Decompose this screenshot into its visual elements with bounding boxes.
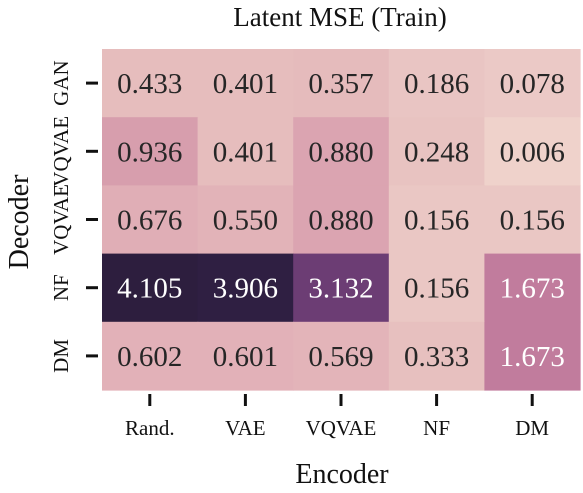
cell-value-label: 0.550 <box>213 205 278 237</box>
x-tick-label: DM <box>515 416 549 440</box>
x-tick-label: VAE <box>225 416 265 440</box>
heatmap-cell <box>388 185 485 255</box>
cell-value-label: 3.132 <box>308 273 373 305</box>
heatmap-cell <box>197 185 294 255</box>
heatmap-cell <box>102 253 199 323</box>
cell-value-label: 0.156 <box>404 273 469 305</box>
cell-value-label: 0.880 <box>308 136 373 168</box>
heatmap-cells: 0.433 0.401 0.357 0.186 0.078 0.936 0.401 0.880… <box>102 49 581 391</box>
cell-value-label: 0.880 <box>308 205 373 237</box>
y-tick-label: VQVAE <box>49 184 73 255</box>
cell-value-label: 0.676 <box>117 205 182 237</box>
cell-value-label: 0.433 <box>117 68 182 100</box>
cell-value-label: 0.078 <box>500 68 565 100</box>
heatmap-cell <box>484 49 581 118</box>
heatmap-cell <box>388 49 485 118</box>
chart-title: Latent MSE (Train) <box>233 2 446 32</box>
cell-value-label: 0.401 <box>213 68 278 100</box>
heatmap-cell <box>197 253 294 323</box>
cell-value-label: 0.601 <box>213 341 278 373</box>
y-tick-label: GAN <box>49 60 73 106</box>
x-tick-label: NF <box>423 416 450 440</box>
heatmap-cell <box>484 321 581 391</box>
cell-value-label: 0.156 <box>404 205 469 237</box>
y-axis-title: Decoder <box>4 174 35 270</box>
cell-value-label: 1.673 <box>500 273 565 305</box>
cell-value-label: 3.906 <box>213 273 278 305</box>
y-tick-label: VQVAE <box>49 116 73 187</box>
heatmap-cell <box>102 49 199 118</box>
cell-value-label: 0.401 <box>213 136 278 168</box>
heatmap-cell <box>197 49 294 118</box>
cell-value-label: 0.602 <box>117 341 182 373</box>
cell-value-label: 0.156 <box>500 205 565 237</box>
heatmap-cell <box>293 117 390 186</box>
heatmap-cell <box>388 253 485 323</box>
heatmap-cell <box>102 185 199 255</box>
x-axis-title: Encoder <box>295 459 389 490</box>
cell-value-label: 0.357 <box>308 68 373 100</box>
cell-value-label: 0.936 <box>117 136 182 168</box>
cell-value-label: 0.333 <box>404 341 469 373</box>
cell-value-label: 0.186 <box>404 68 469 100</box>
y-tick-label: DM <box>49 339 73 373</box>
heatmap-cell <box>102 321 199 391</box>
x-tick-label: Rand. <box>125 416 175 440</box>
heatmap-cell <box>484 185 581 255</box>
heatmap-cell <box>197 321 294 391</box>
cell-value-label: 0.569 <box>308 341 373 373</box>
heatmap-cell <box>293 185 390 255</box>
heatmap-cell <box>484 117 581 186</box>
x-axis-ticks: Rand. VAE VQVAE NF DM <box>125 394 549 440</box>
heatmap-cell <box>197 117 294 186</box>
heatmap-cell <box>293 321 390 391</box>
heatmap-cell <box>293 253 390 323</box>
heatmap-cell <box>293 49 390 118</box>
heatmap-cell <box>484 253 581 323</box>
heatmap-cell <box>102 117 199 186</box>
cell-value-label: 0.006 <box>500 136 565 168</box>
x-tick-label: VQVAE <box>306 416 377 440</box>
heatmap-cell <box>388 321 485 391</box>
cell-value-label: 0.248 <box>404 136 469 168</box>
cell-value-label: 4.105 <box>117 273 182 305</box>
heatmap-cell <box>388 117 485 186</box>
cell-value-label: 1.673 <box>500 341 565 373</box>
y-tick-label: NF <box>49 274 73 301</box>
